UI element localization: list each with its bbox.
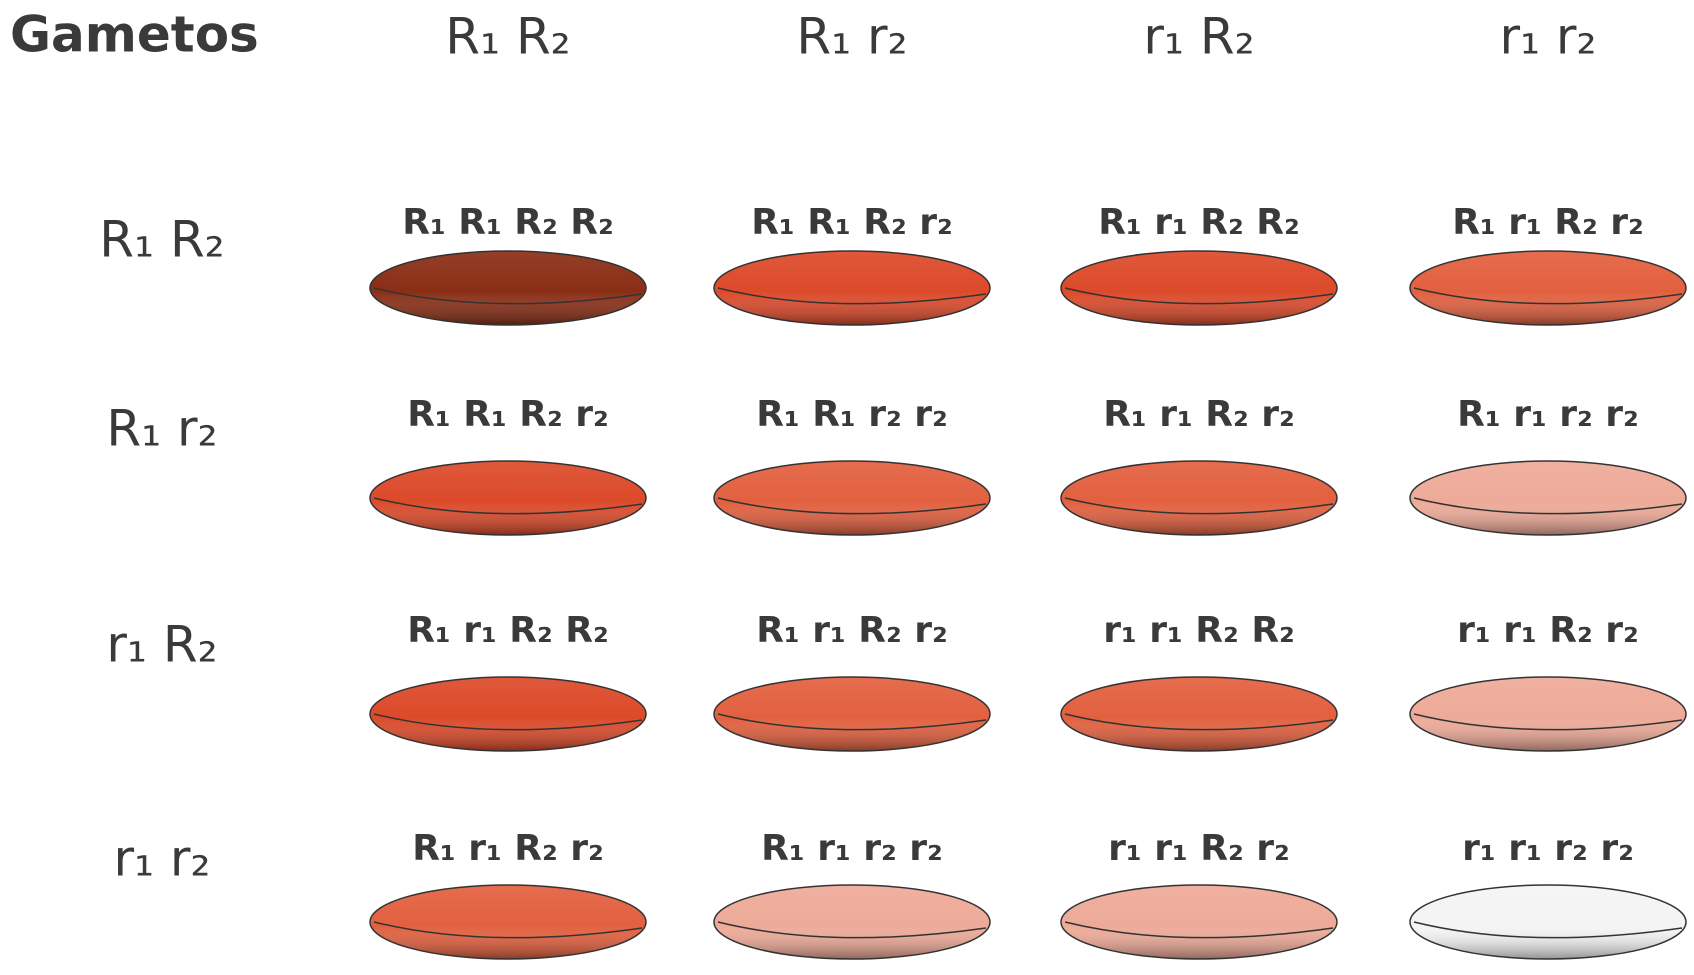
column-gamete: R₁ R₂ <box>445 8 570 66</box>
seed-shade <box>1061 251 1337 325</box>
genotype-label: r₁ r₁ R₂ r₂ <box>1457 610 1639 651</box>
punnett-square: Gametos R₁ R₂ R₁ r₂ r₁ R₂ r₁ r₂ R₁ R₂ R₁ R₁ R… <box>0 0 1694 975</box>
row-gamete: R₁ r₂ <box>106 400 217 458</box>
seed-shade <box>1410 885 1686 959</box>
genotype-label: R₁ r₁ R₂ r₂ <box>412 828 604 869</box>
genotype-label: R₁ R₁ R₂ r₂ <box>407 394 609 435</box>
genotype-label: R₁ R₁ R₂ r₂ <box>751 202 953 243</box>
genotype-label: R₁ r₁ R₂ R₂ <box>1098 202 1300 243</box>
genotype-label: r₁ r₁ r₂ r₂ <box>1462 828 1634 869</box>
row-gamete: r₁ r₂ <box>113 830 210 888</box>
genotype-label: R₁ r₁ r₂ r₂ <box>1457 394 1639 435</box>
genotype-label: R₁ r₁ R₂ r₂ <box>1452 202 1644 243</box>
header: Gametos <box>10 6 259 64</box>
seed-shade <box>370 461 646 535</box>
seed-shade <box>370 885 646 959</box>
seed-shade <box>1061 885 1337 959</box>
seed-shade <box>370 677 646 751</box>
genotype-label: R₁ r₁ R₂ r₂ <box>1103 394 1295 435</box>
genotype-label: R₁ r₁ R₂ r₂ <box>756 610 948 651</box>
seed-shade <box>714 461 990 535</box>
column-gamete: r₁ R₂ <box>1143 8 1254 66</box>
seed-shade <box>714 251 990 325</box>
seed-shade <box>1410 461 1686 535</box>
genotype-label: R₁ r₁ r₂ r₂ <box>761 828 943 869</box>
genotype-label: r₁ r₁ R₂ r₂ <box>1108 828 1290 869</box>
seed-shade <box>714 885 990 959</box>
column-gamete: r₁ r₂ <box>1499 8 1596 66</box>
seed-shade <box>714 677 990 751</box>
genotype-label: R₁ R₁ r₂ r₂ <box>756 394 948 435</box>
row-gamete: R₁ R₂ <box>99 211 224 269</box>
genotype-label: R₁ r₁ R₂ R₂ <box>407 610 609 651</box>
seed-shade <box>370 251 646 325</box>
genotype-label: R₁ R₁ R₂ R₂ <box>402 202 614 243</box>
seed-shade <box>1061 461 1337 535</box>
genotype-label: r₁ r₁ R₂ R₂ <box>1103 610 1295 651</box>
seed-shade <box>1061 677 1337 751</box>
column-gamete: R₁ r₂ <box>796 8 907 66</box>
seed-shade <box>1410 251 1686 325</box>
row-gamete: r₁ R₂ <box>106 616 217 674</box>
seed-shade <box>1410 677 1686 751</box>
